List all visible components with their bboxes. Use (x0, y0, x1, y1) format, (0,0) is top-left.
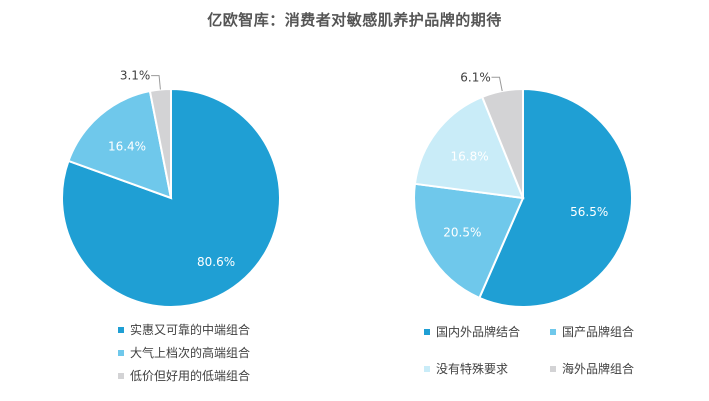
pie2-legend-swatch-2 (550, 328, 556, 335)
pie1-slice-2 (67, 89, 173, 200)
pie2-slice-2 (413, 182, 525, 300)
pie2-slice-4 (480, 87, 524, 199)
pie1-data-label-1: 80.6% (197, 255, 235, 269)
pie1-legend-swatch-2 (118, 349, 124, 356)
pie2-legend-label-2: 国产品牌组合 (562, 325, 635, 339)
pie2-data-label-3: 16.8% (451, 150, 489, 164)
pie2-legend-swatch-4 (550, 365, 556, 372)
pie2-legend-swatch-1 (424, 328, 430, 335)
pie2-legend-item-3: 没有特殊要求 (424, 360, 508, 377)
pie1-legend-item-3: 低价但好用的低端组合 (118, 367, 250, 384)
pie2-data-label-2: 20.5% (443, 225, 481, 239)
pie1-legend-item-2: 大气上档次的高端组合 (118, 344, 250, 361)
pie1-legend-swatch-3 (118, 372, 124, 379)
pie1-data-label-3: 3.1% (120, 69, 151, 83)
pie2-legend-item-2: 国产品牌组合 (550, 323, 634, 340)
pie2-data-label-4: 6.1% (460, 70, 491, 84)
pie1-data-label-2: 16.4% (108, 140, 146, 154)
pie2-leader-line-4 (491, 76, 503, 92)
pie2-legend-swatch-3 (424, 365, 430, 372)
pie1-legend-label-2: 大气上档次的高端组合 (130, 346, 251, 360)
pie1-legend-label-3: 低价但好用的低端组合 (130, 369, 251, 383)
pie1-legend-item-1: 实惠又可靠的中端组合 (118, 321, 250, 338)
pie2-legend-label-3: 没有特殊要求 (436, 362, 509, 376)
pie2-legend-item-1: 国内外品牌结合 (424, 323, 520, 340)
pie1-leader-line-3 (151, 75, 161, 90)
pie2-data-label-1: 56.5% (570, 205, 608, 219)
pie2-legend-item-4: 海外品牌组合 (550, 360, 634, 377)
pie2-legend-label-1: 国内外品牌结合 (436, 325, 521, 339)
pie1-legend-label-1: 实惠又可靠的中端组合 (130, 323, 251, 337)
pie2-slice-3 (413, 95, 525, 200)
pie2-slice-1 (478, 87, 634, 308)
pie1-legend-swatch-1 (118, 326, 124, 333)
chart-title: 亿欧智库：消费者对敏感肌养护品牌的期待 (207, 11, 502, 29)
pie2-legend-label-4: 海外品牌组合 (562, 362, 635, 376)
pie1-slice-3 (148, 87, 172, 199)
